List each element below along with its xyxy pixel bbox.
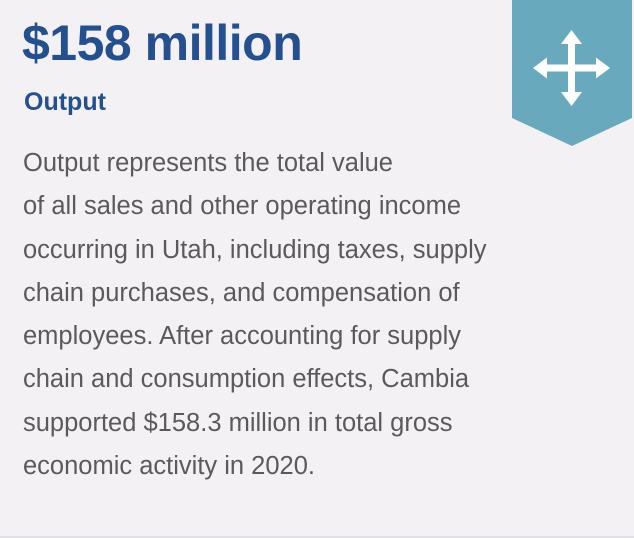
text-line: economic activity in 2020. (23, 452, 315, 481)
subheading: Output (24, 88, 106, 116)
headline: $158 million (22, 15, 303, 71)
text-line: occurring in Utah, including taxes, supp… (23, 235, 487, 264)
text-line: chain purchases, and compensation of (23, 278, 460, 307)
body-text: Output represents the total value of all … (23, 142, 487, 488)
badge (512, 0, 632, 146)
text-line: chain and consumption effects, Cambia (23, 365, 470, 394)
move-icon (533, 30, 610, 106)
text-line: of all sales and other operating income (23, 192, 462, 221)
text-line: Output represents the total value (23, 149, 393, 177)
text-line: supported $158.3 million in total gross (23, 408, 453, 437)
text-line: employees. After accounting for supply (23, 322, 461, 351)
